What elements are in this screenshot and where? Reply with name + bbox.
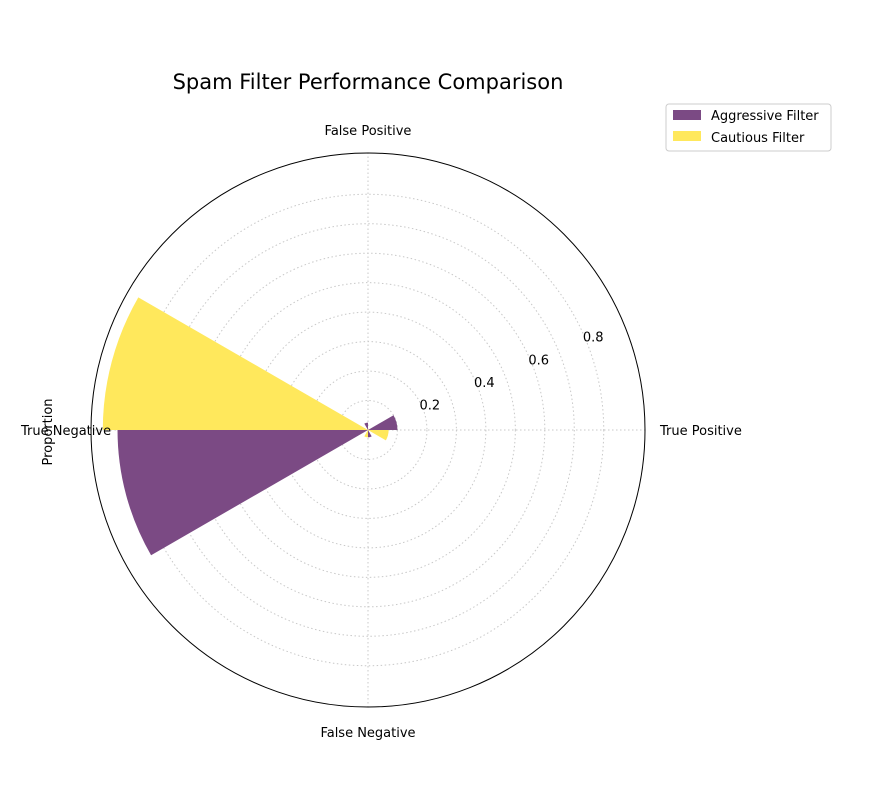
category-label: False Positive	[325, 124, 412, 139]
bar-cautious-false-positive	[368, 428, 369, 430]
radial-tick-label: 0.2	[419, 398, 440, 413]
category-label: True Negative	[20, 424, 111, 439]
bar-cautious-false-negative	[364, 430, 368, 438]
bar-aggressive-false-positive	[364, 422, 368, 430]
bar-cautious-true-positive	[368, 430, 389, 441]
bar-aggressive-true-positive	[368, 415, 398, 430]
legend-label-cautious: Cautious Filter	[711, 131, 805, 146]
bar-aggressive-true-negative	[117, 430, 369, 556]
category-label: False Negative	[320, 726, 415, 741]
radial-gridline	[220, 282, 516, 578]
legend-label-aggressive: Aggressive Filter	[711, 109, 819, 124]
y-axis-label: Proportion	[41, 398, 56, 465]
legend-box	[665, 103, 832, 152]
bar-cautious-true-negative	[102, 297, 368, 430]
radial-tick-label: 0.6	[528, 353, 549, 368]
bars	[102, 297, 398, 556]
radial-gridline	[249, 311, 487, 549]
bar-aggressive-false-negative	[368, 430, 372, 438]
radial-tick-label: 0.8	[583, 331, 604, 346]
outer-frame	[90, 152, 646, 708]
radial-gridline	[161, 223, 575, 637]
legend: Aggressive Filter Cautious Filter	[665, 103, 832, 152]
labels: True Positive False Positive True Negative…	[20, 124, 742, 741]
legend-swatch-aggressive	[673, 110, 701, 120]
category-label: True Positive	[659, 424, 742, 439]
legend-swatch-cautious	[673, 131, 701, 141]
chart-title: Spam Filter Performance Comparison	[173, 70, 564, 94]
radial-tick-label: 0.4	[474, 376, 495, 391]
